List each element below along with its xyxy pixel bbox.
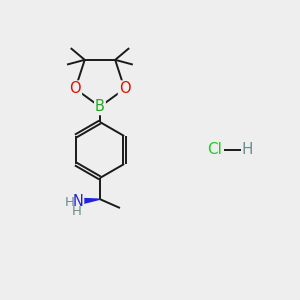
Polygon shape (77, 198, 100, 205)
Text: B: B (95, 99, 105, 114)
Text: H: H (71, 205, 81, 218)
Text: H: H (65, 196, 75, 209)
Text: O: O (119, 81, 130, 96)
Text: O: O (70, 81, 81, 96)
Text: H: H (242, 142, 253, 158)
Text: N: N (72, 194, 83, 209)
Text: Cl: Cl (207, 142, 222, 158)
